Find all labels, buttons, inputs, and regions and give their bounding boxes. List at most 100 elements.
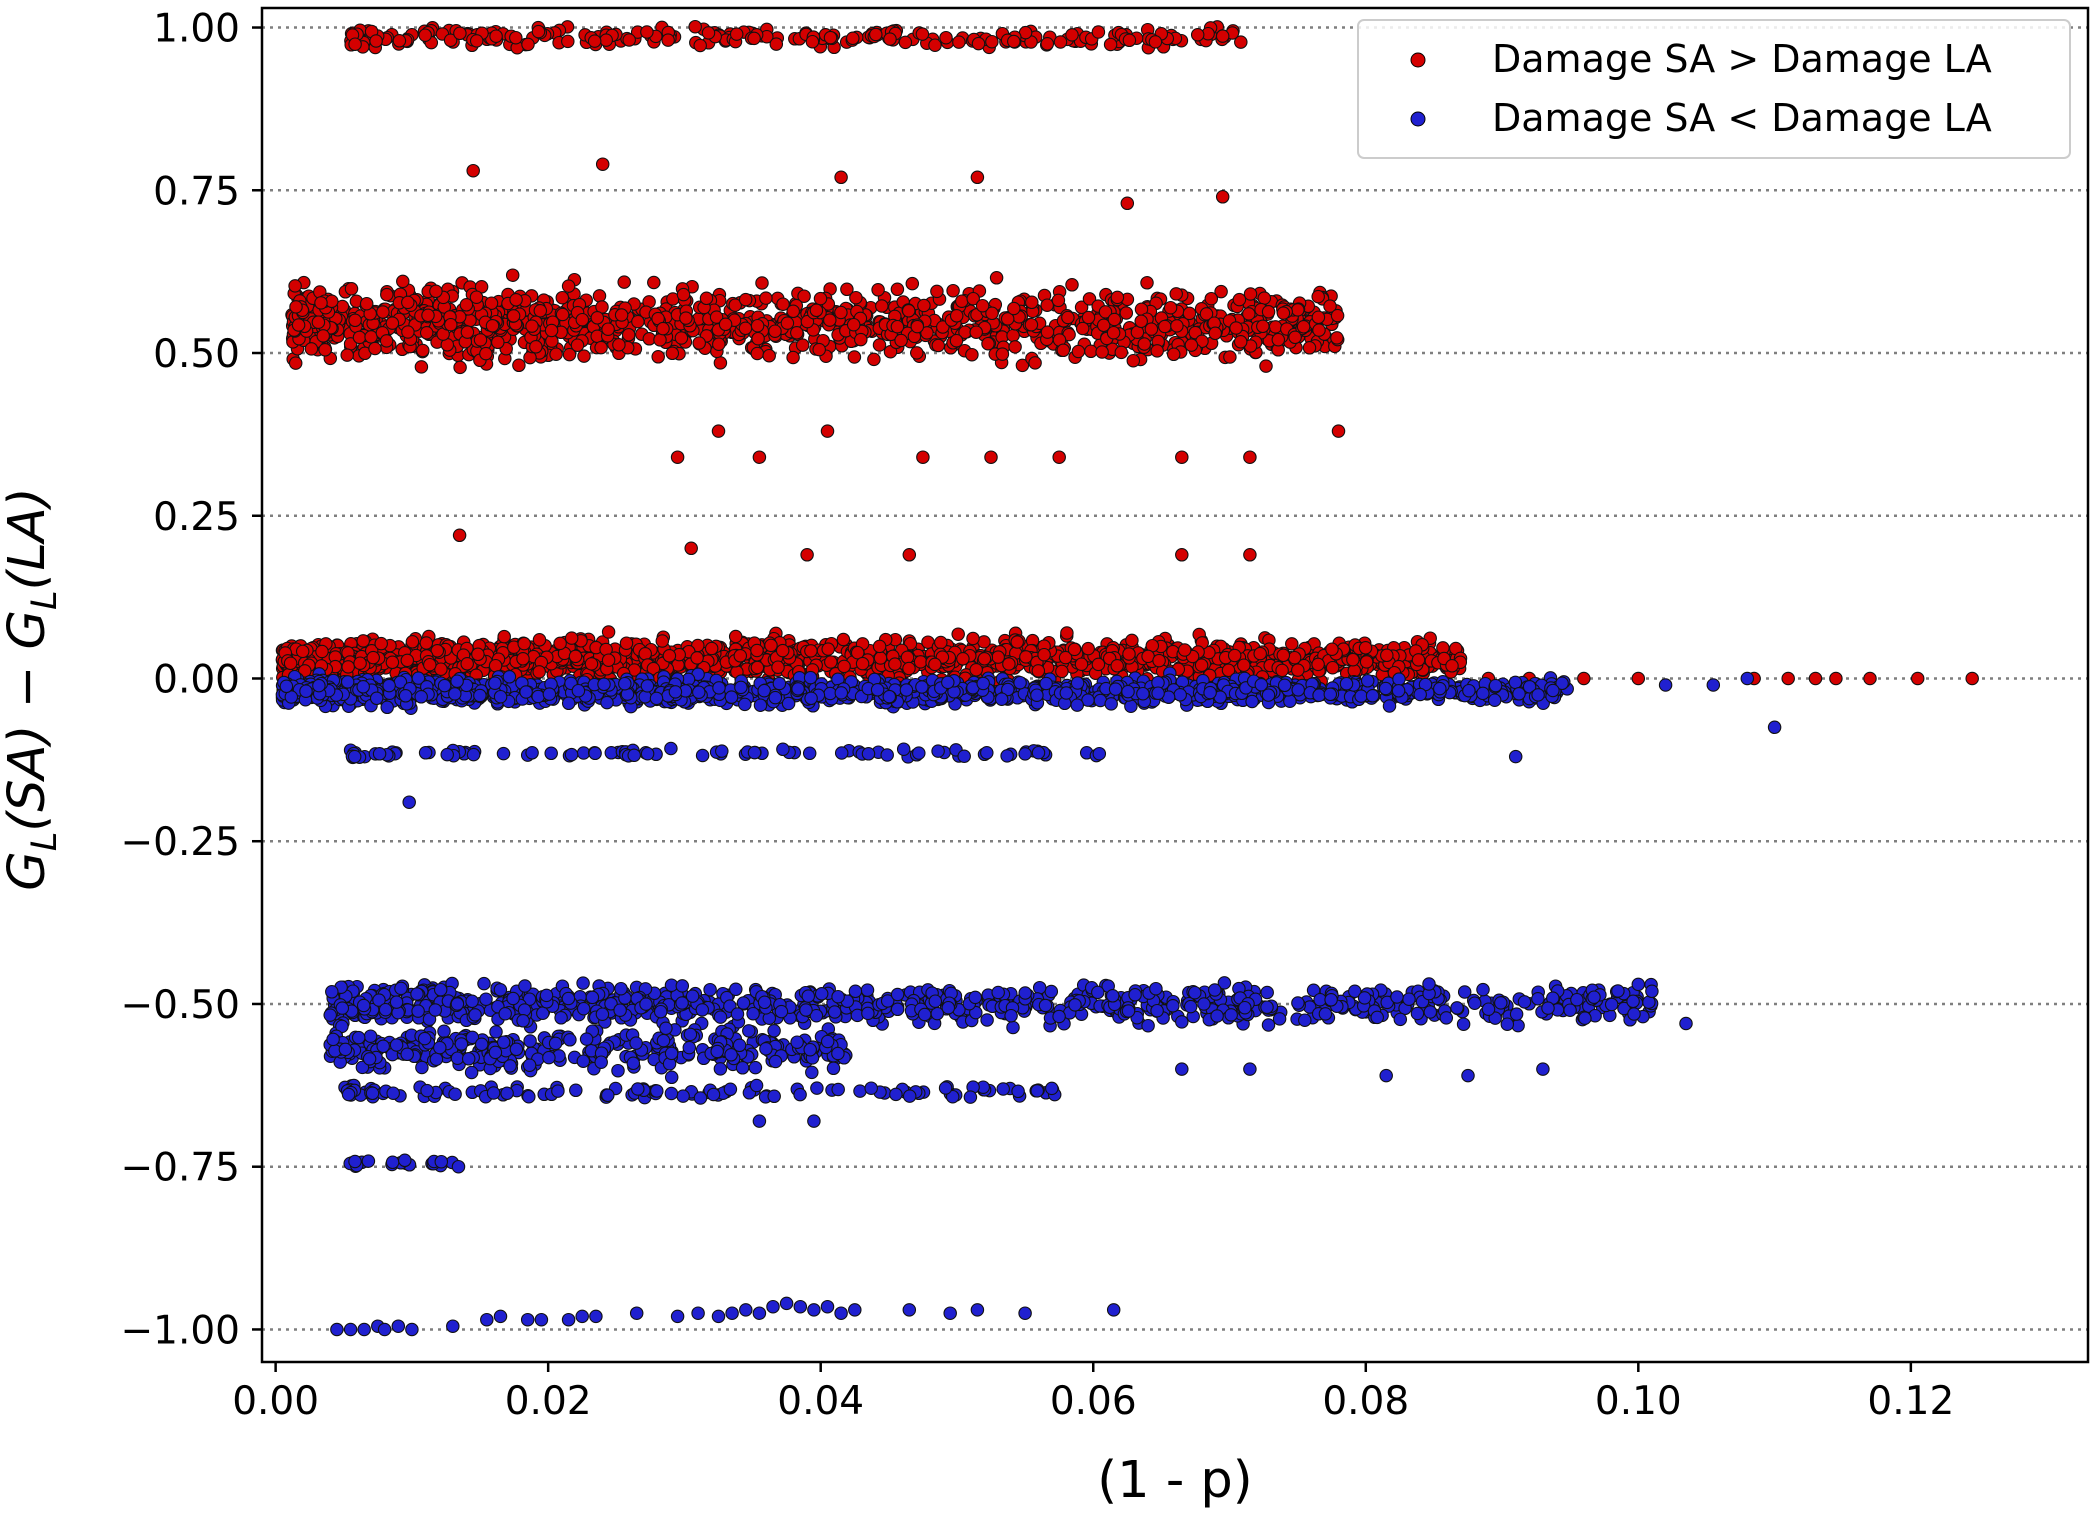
data-point (969, 663, 983, 677)
data-point (670, 450, 685, 464)
data-point (676, 287, 691, 302)
data-point (372, 747, 387, 761)
data-point (544, 746, 558, 761)
data-point (994, 692, 1009, 706)
data-point (1031, 664, 1046, 678)
data-point (834, 746, 849, 760)
data-point (416, 343, 430, 358)
data-point (750, 643, 764, 658)
data-point (1169, 287, 1183, 301)
data-point (353, 656, 367, 670)
data-point (419, 326, 434, 340)
data-point (529, 340, 543, 354)
data-point (466, 747, 481, 762)
data-point (834, 305, 848, 320)
data-point (728, 629, 743, 644)
data-point (995, 347, 1010, 361)
data-point (1354, 689, 1368, 703)
data-point (1075, 321, 1090, 336)
data-point (1182, 306, 1197, 321)
data-point (1204, 291, 1219, 306)
data-point (473, 333, 488, 347)
data-point (931, 338, 946, 353)
data-point (729, 27, 744, 41)
data-point (291, 318, 306, 332)
data-point (930, 284, 944, 299)
data-point (364, 330, 378, 344)
data-point (980, 746, 994, 760)
data-point (1910, 671, 1925, 686)
data-point (1175, 450, 1189, 464)
data-point (901, 304, 916, 318)
data-point (957, 749, 971, 764)
data-point (592, 289, 607, 303)
data-point (374, 636, 388, 651)
data-point (577, 349, 591, 363)
data-point (595, 157, 610, 171)
data-point (775, 643, 790, 658)
data-point (1261, 688, 1276, 702)
data-point (1010, 635, 1024, 649)
data-point (1006, 328, 1020, 343)
data-point (1044, 984, 1059, 999)
data-point (570, 338, 585, 352)
data-point (871, 283, 885, 297)
data-point (505, 268, 520, 282)
data-point (821, 642, 835, 656)
data-point (757, 683, 771, 698)
data-point (900, 650, 915, 665)
data-point (1243, 548, 1257, 562)
data-point (1121, 684, 1135, 699)
data-point (561, 34, 575, 49)
data-point (834, 686, 849, 700)
data-point (521, 37, 535, 52)
data-point (661, 33, 675, 47)
data-point (1125, 633, 1139, 648)
data-point (1331, 424, 1346, 438)
data-point (1863, 671, 1877, 686)
data-point (934, 635, 948, 650)
data-point (638, 690, 652, 704)
data-point (369, 691, 384, 706)
data-point (873, 651, 888, 665)
data-point (512, 358, 526, 373)
data-point (1261, 305, 1276, 319)
data-point (1040, 298, 1054, 312)
data-point (640, 25, 654, 39)
data-point (1000, 749, 1014, 763)
data-point (949, 333, 964, 348)
data-point (846, 31, 860, 46)
data-point (762, 348, 776, 363)
data-point (283, 656, 298, 671)
data-point (1237, 658, 1251, 672)
data-point (631, 314, 645, 329)
data-point (693, 38, 707, 53)
data-point (1095, 345, 1109, 359)
data-point (525, 319, 539, 333)
data-point (1283, 694, 1297, 708)
data-point (1060, 626, 1074, 640)
data-point (448, 687, 462, 701)
data-point (452, 528, 467, 543)
data-point (836, 632, 851, 647)
data-point (768, 324, 782, 338)
data-point (684, 541, 698, 556)
data-point (594, 340, 608, 355)
data-point (1276, 648, 1291, 663)
data-point (941, 675, 955, 690)
data-point (1291, 683, 1305, 697)
data-point (985, 34, 999, 49)
data-point (1126, 353, 1141, 368)
data-point (590, 311, 605, 325)
data-point (1243, 450, 1257, 464)
data-point (649, 691, 664, 706)
data-point (491, 335, 505, 350)
data-point (1122, 33, 1137, 48)
data-point (800, 548, 814, 562)
data-point (1325, 660, 1340, 675)
data-point (916, 450, 930, 464)
data-point (1291, 663, 1305, 677)
data-point (664, 741, 678, 756)
data-point (460, 325, 475, 339)
data-point (913, 655, 928, 669)
